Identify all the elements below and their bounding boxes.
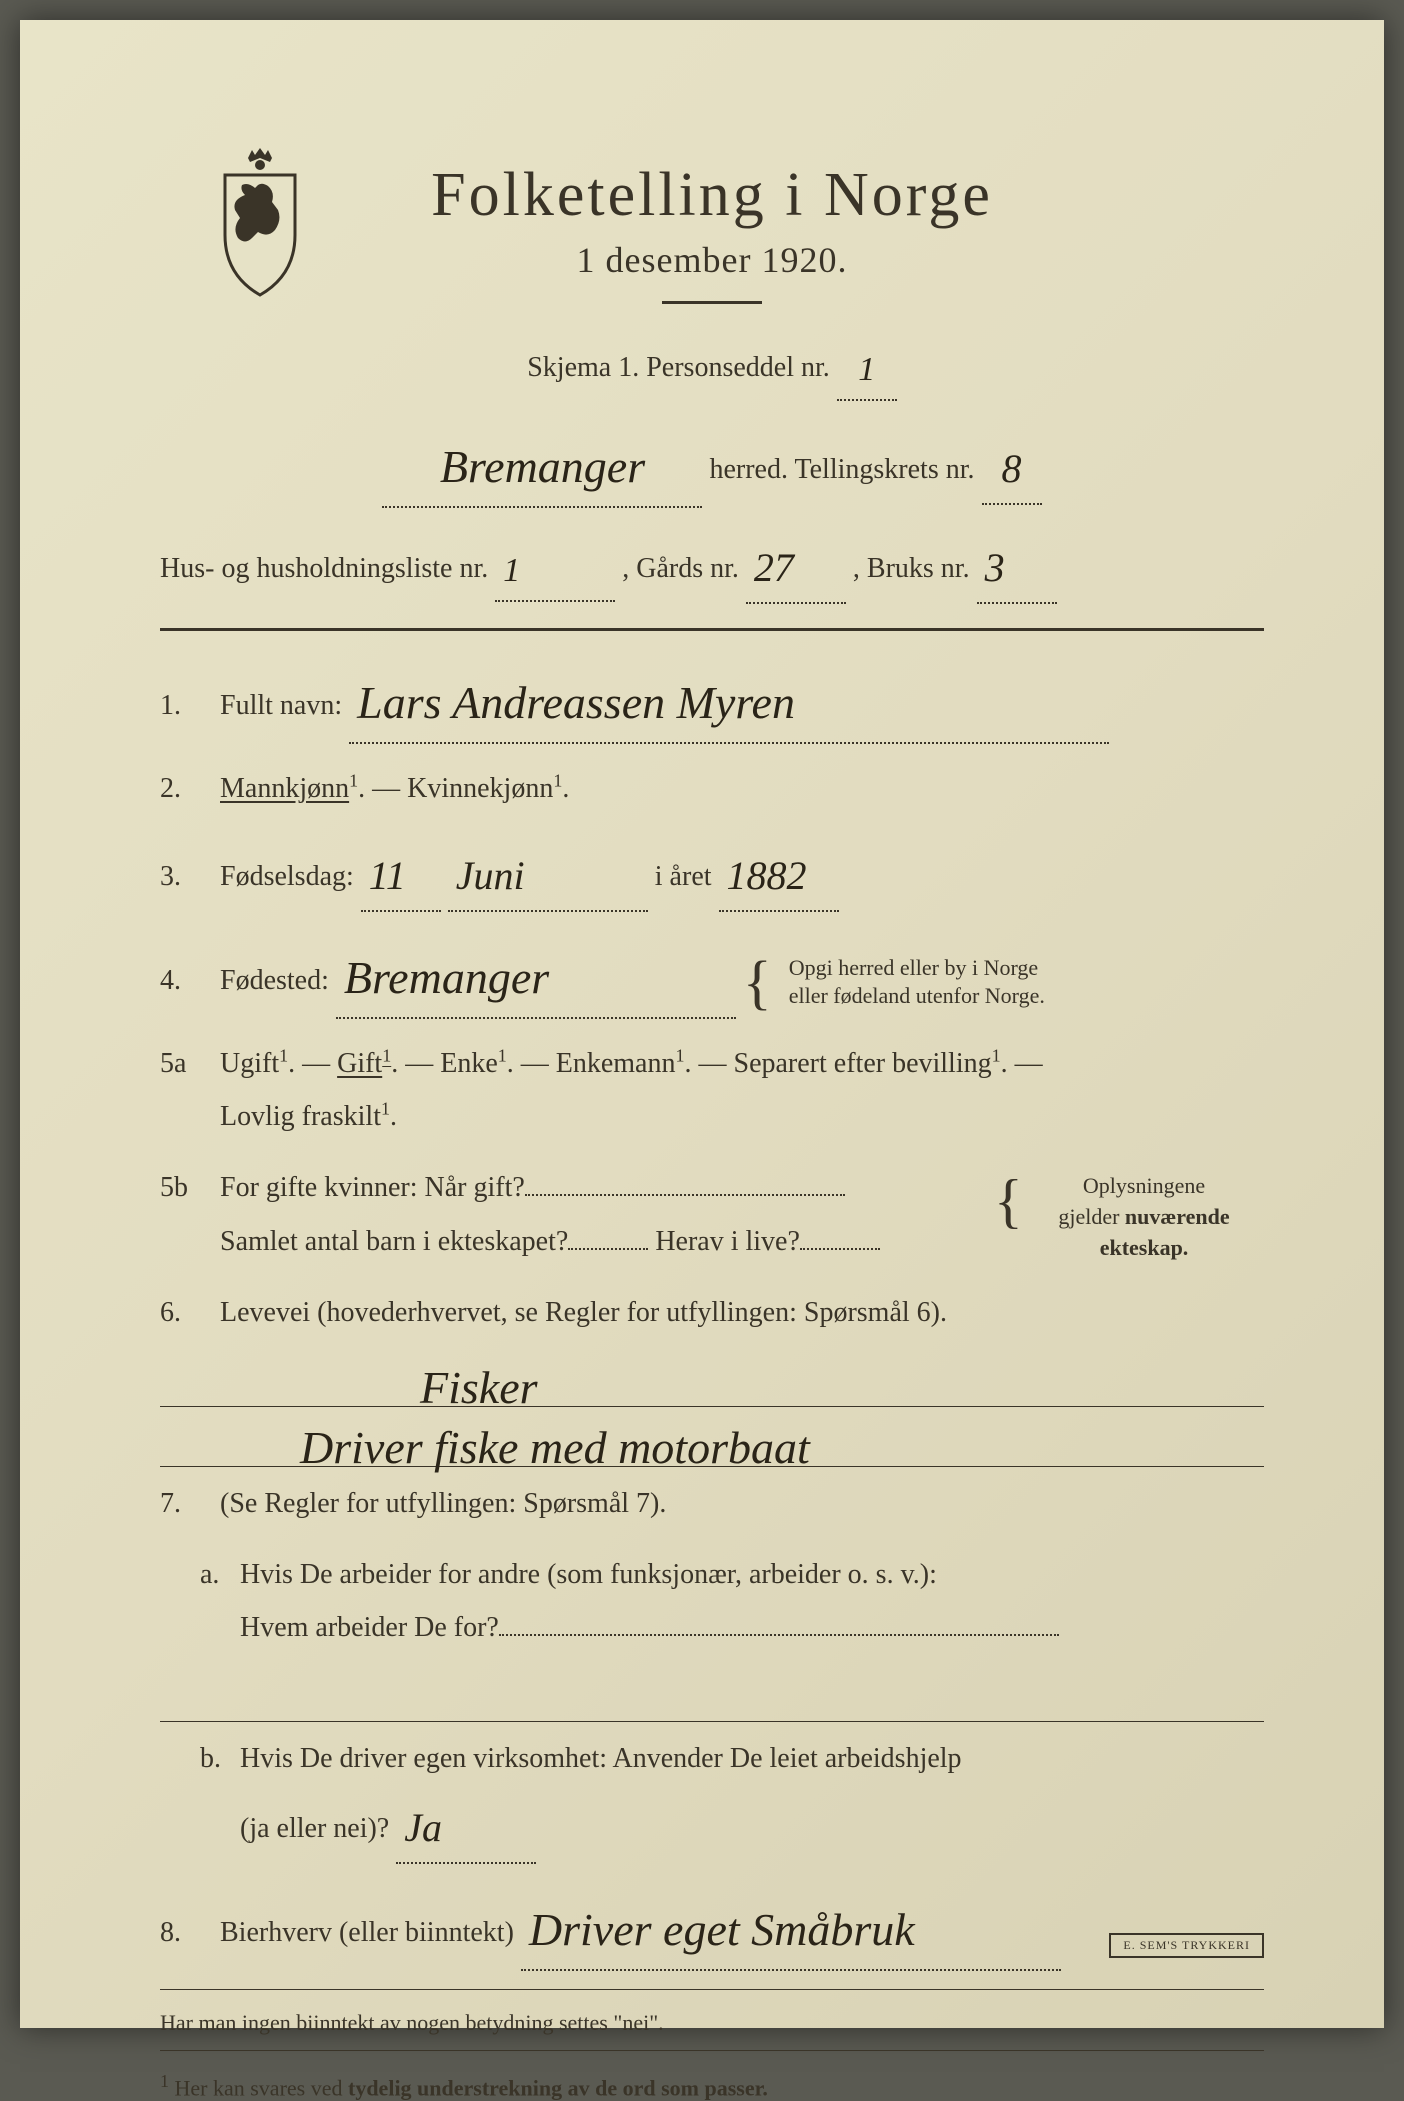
bruks-label: , Bruks nr. [853,553,970,584]
q4-label: Fødested: [220,965,329,996]
q3-day: 11 [369,853,406,898]
q8-value: Driver eget Småbruk [529,1904,915,1955]
q7b-row: b. Hvis De driver egen virksomhet: Anven… [160,1732,1264,1863]
q5a-ugift: Ugift [220,1048,279,1079]
q5b-l2b: Herav i live? [655,1226,800,1257]
q1-row: 1. Fullt navn: Lars Andreassen Myren [160,655,1264,744]
q7a-row: a. Hvis De arbeider for andre (som funks… [160,1548,1264,1654]
q4-note: Opgi herred eller by i Norge eller fødel… [789,954,1045,1011]
title-divider [662,301,762,304]
foot-divider-2 [160,2050,1264,2051]
q7b-val: Ja [404,1805,442,1850]
q7a-fill [160,1672,1264,1722]
foot-divider [160,1989,1264,1990]
q8-label: Bierhverv (eller biinntekt) [220,1917,514,1948]
q3-num: 3. [160,850,220,903]
q6-val2: Driver fiske med motorbaat [300,1422,810,1473]
hus-line: Hus- og husholdningsliste nr. 1 , Gårds … [160,526,1264,604]
q6-row: 6. Levevei (hovederhvervet, se Regler fo… [160,1286,1264,1339]
q4-value: Bremanger [344,952,549,1003]
gards-nr: 27 [754,545,794,590]
header: Folketelling i Norge 1 desember 1920. [160,160,1264,304]
q7a-l2: Hvem arbeider De for? [240,1612,499,1643]
herred-label: herred. Tellingskrets nr. [709,454,974,485]
q2-mann: Mannkjønn [220,773,349,804]
q3-month: Juni [456,853,525,898]
q6-fill2: Driver fiske med motorbaat [160,1417,1264,1467]
q7a-sub: a. [160,1548,240,1601]
q7b-l2: (ja eller nei)? [240,1813,389,1844]
personseddel-nr: 1 [858,351,875,388]
q6-label: Levevei (hovederhvervet, se Regler for u… [220,1297,947,1328]
q5a-separert: Separert efter bevilling [734,1048,992,1079]
tellingskrets-nr: 8 [1002,446,1022,491]
q1-label: Fullt navn: [220,690,342,721]
printer-mark: E. SEM'S TRYKKERI [1109,1933,1264,1958]
brace-icon: { [743,949,772,1015]
herred-value: Bremanger [440,441,645,492]
q6-fill1: Fisker [160,1357,1264,1407]
q1-value: Lars Andreassen Myren [357,677,795,728]
q4-row: 4. Fødested: Bremanger { Opgi herred ell… [160,930,1264,1019]
q3-row: 3. Fødselsdag: 11 Juni i året 1882 [160,834,1264,912]
q5b-row: 5b For gifte kvinner: Når gift? Samlet a… [160,1161,1264,1267]
footnote-1: Har man ingen biinntekt av nogen betydni… [160,2010,1264,2036]
q7-label: (Se Regler for utfyllingen: Spørsmål 7). [220,1477,1264,1530]
q5a-enke: Enke [440,1048,498,1079]
census-form-page: Folketelling i Norge 1 desember 1920. Sk… [20,20,1384,2028]
q5a-num: 5a [160,1037,220,1090]
q5b-note: { Oplysningene gjelder nuværende ekteska… [1024,1171,1264,1263]
herred-line: Bremanger herred. Tellingskrets nr. 8 [160,419,1264,508]
q8-num: 8. [160,1906,220,1959]
q8-row: 8. Bierhverv (eller biinntekt) Driver eg… [160,1882,1264,1971]
q7-num: 7. [160,1477,220,1530]
q7a-l1: Hvis De arbeider for andre (som funksjon… [240,1559,937,1590]
q7b-l1: Hvis De driver egen virksomhet: Anvender… [240,1743,962,1774]
hus-nr: 1 [503,552,520,589]
q5a-gift: Gift [337,1048,382,1079]
q1-num: 1. [160,679,220,732]
form-date: 1 desember 1920. [160,239,1264,281]
q4-num: 4. [160,954,220,1007]
form-title: Folketelling i Norge [160,160,1264,231]
section-divider [160,628,1264,631]
q5b-num: 5b [160,1161,220,1214]
skjema-label: Skjema 1. Personseddel nr. [527,352,830,383]
q2-kvinne: Kvinnekjønn [407,773,553,804]
hus-label: Hus- og husholdningsliste nr. [160,553,488,584]
bruks-nr: 3 [985,545,1005,590]
q3-year-label: i året [655,861,712,892]
skjema-line: Skjema 1. Personseddel nr. 1 [160,334,1264,401]
q7-row: 7. (Se Regler for utfyllingen: Spørsmål … [160,1477,1264,1530]
q2-num: 2. [160,762,220,815]
coat-of-arms-icon [200,140,320,300]
q3-label: Fødselsdag: [220,861,354,892]
q5a-enkemann: Enkemann [556,1048,676,1079]
q7b-sub: b. [160,1732,240,1785]
q5b-l2a: Samlet antal barn i ekteskapet? [220,1226,568,1257]
q2-row: 2. Mannkjønn1. — Kvinnekjønn1. [160,762,1264,815]
q3-year: 1882 [727,853,807,898]
q5a-row: 5a Ugift1. — Gift1. — Enke1. — Enkemann1… [160,1037,1264,1143]
q6-val1: Fisker [420,1362,538,1413]
footnote-2: 1 Her kan svares ved tydelig understrekn… [160,2071,1264,2101]
gards-label: , Gårds nr. [622,553,739,584]
q5b-l1: For gifte kvinner: Når gift? [220,1172,525,1203]
q5a-fraskilt: Lovlig fraskilt [220,1101,381,1132]
q6-num: 6. [160,1286,220,1339]
